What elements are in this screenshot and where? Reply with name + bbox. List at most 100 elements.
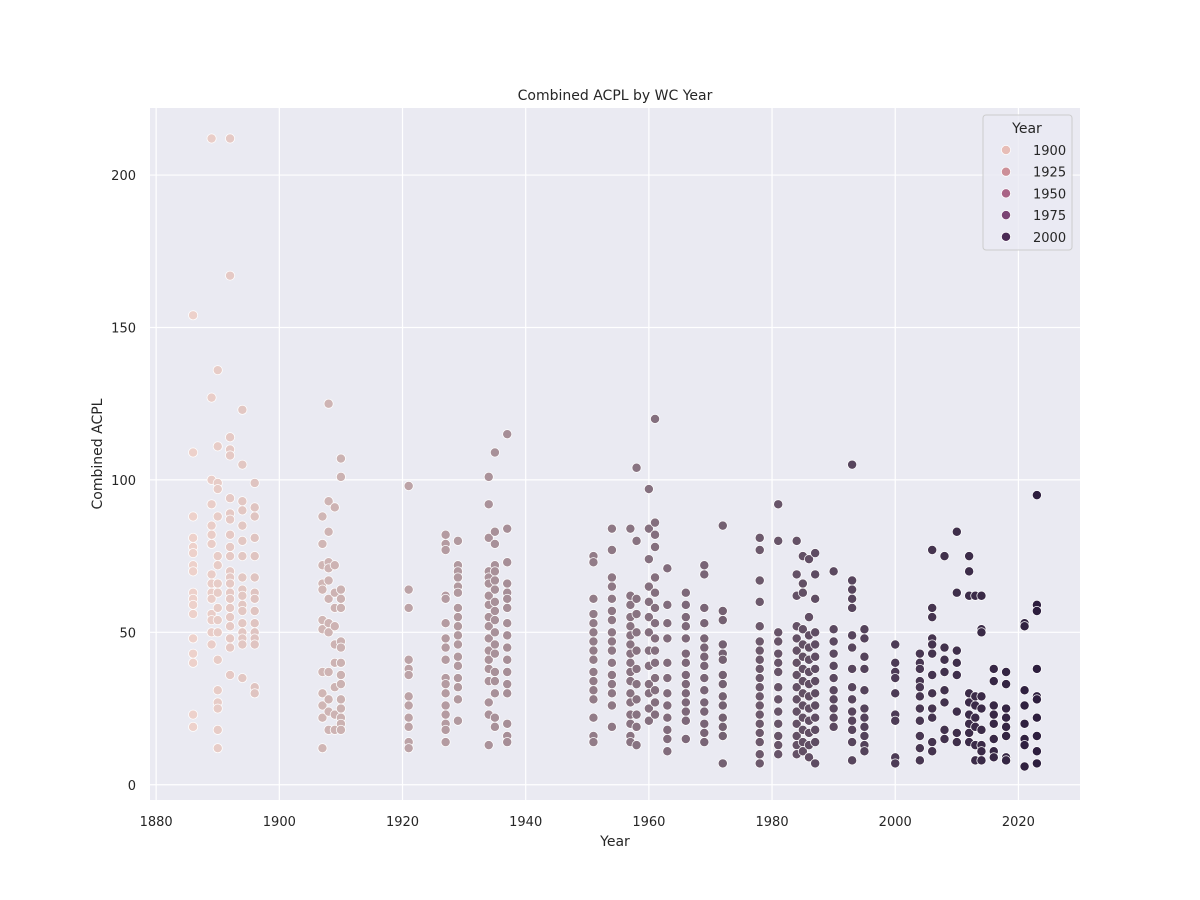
data-point xyxy=(650,673,661,684)
data-point xyxy=(502,523,513,534)
data-point xyxy=(680,599,691,610)
data-point xyxy=(212,703,223,714)
data-point xyxy=(754,654,765,665)
data-point xyxy=(773,694,784,705)
data-point xyxy=(970,712,981,723)
data-point xyxy=(754,709,765,720)
data-point xyxy=(237,618,248,629)
data-point xyxy=(225,542,236,552)
data-point xyxy=(717,679,728,690)
data-point xyxy=(680,706,691,717)
data-point xyxy=(452,639,463,650)
data-point xyxy=(773,749,784,760)
data-point xyxy=(859,703,870,714)
data-point xyxy=(988,663,999,674)
data-point xyxy=(773,648,784,659)
data-point xyxy=(797,578,808,589)
data-point xyxy=(188,310,199,321)
data-point xyxy=(452,572,463,583)
data-point xyxy=(225,133,236,144)
data-point xyxy=(502,557,513,568)
data-point xyxy=(1001,666,1012,677)
data-point xyxy=(212,578,223,589)
data-point xyxy=(927,670,938,680)
data-point xyxy=(502,618,513,629)
data-point xyxy=(717,712,728,723)
data-point xyxy=(717,615,728,626)
data-point xyxy=(914,703,925,714)
data-point xyxy=(631,609,642,620)
data-point xyxy=(927,737,938,748)
data-point xyxy=(927,639,938,650)
x-tick-label: 1940 xyxy=(509,815,542,830)
data-point xyxy=(329,502,340,513)
x-tick-label: 1880 xyxy=(140,815,173,830)
data-point xyxy=(440,654,451,665)
data-point xyxy=(452,715,463,726)
data-point xyxy=(225,432,236,443)
data-point xyxy=(791,718,802,729)
data-point xyxy=(810,651,821,662)
data-point xyxy=(988,752,999,763)
data-point xyxy=(335,670,346,680)
legend-label: 1950 xyxy=(1033,187,1066,202)
data-point xyxy=(452,673,463,684)
data-point xyxy=(810,548,821,559)
data-point xyxy=(662,618,673,629)
data-point xyxy=(914,715,925,726)
data-point xyxy=(403,700,414,711)
data-point xyxy=(773,706,784,717)
data-point xyxy=(773,740,784,751)
data-point xyxy=(754,663,765,674)
data-point xyxy=(699,718,710,729)
legend-marker xyxy=(1001,231,1011,242)
data-point xyxy=(489,639,500,650)
data-point xyxy=(237,572,248,583)
data-point xyxy=(212,685,223,696)
data-point xyxy=(810,700,821,711)
data-point xyxy=(976,746,987,757)
data-point xyxy=(452,660,463,671)
data-point xyxy=(680,648,691,659)
data-point xyxy=(188,599,199,610)
data-point xyxy=(927,602,938,613)
data-point xyxy=(650,633,661,644)
data-point xyxy=(847,602,858,613)
data-point xyxy=(452,651,463,662)
data-point xyxy=(440,529,451,540)
data-point xyxy=(452,630,463,641)
data-point xyxy=(976,627,987,638)
data-point xyxy=(237,505,248,516)
data-point xyxy=(859,624,870,635)
data-point xyxy=(440,618,451,629)
data-point xyxy=(754,700,765,711)
data-point xyxy=(699,633,710,644)
data-point xyxy=(588,712,599,723)
data-point xyxy=(927,545,938,556)
data-point xyxy=(335,657,346,668)
data-point xyxy=(403,602,414,613)
data-point xyxy=(890,758,901,769)
data-point xyxy=(797,624,808,635)
data-point xyxy=(810,569,821,580)
data-point xyxy=(662,688,673,699)
data-point xyxy=(249,572,260,583)
data-point xyxy=(1031,606,1042,616)
data-point xyxy=(717,721,728,732)
data-point xyxy=(699,673,710,684)
data-point xyxy=(606,657,617,668)
data-point xyxy=(249,511,260,522)
data-point xyxy=(452,602,463,613)
data-point xyxy=(643,596,654,607)
data-point xyxy=(588,627,599,638)
data-point xyxy=(828,636,839,647)
data-point xyxy=(225,450,236,461)
data-point xyxy=(502,602,513,613)
data-point xyxy=(502,429,513,440)
data-point xyxy=(791,657,802,668)
data-point xyxy=(650,645,661,656)
data-point xyxy=(225,642,236,653)
data-point xyxy=(699,569,710,580)
data-point xyxy=(502,718,513,729)
data-point xyxy=(1001,703,1012,714)
